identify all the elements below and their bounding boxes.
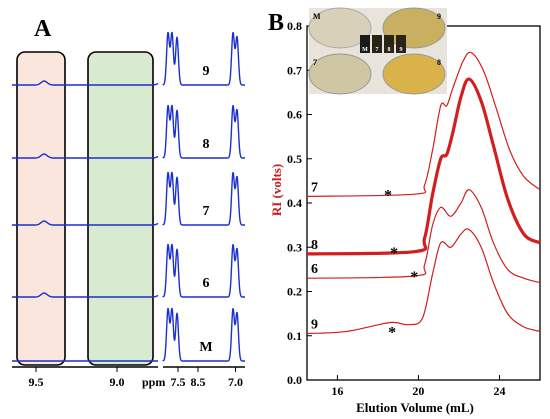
vial-label-9: 9 — [400, 47, 403, 53]
y-tick-label: 0.0 — [287, 373, 302, 387]
vial-m — [360, 35, 370, 53]
gpc-trace-8 — [306, 77, 541, 256]
gpc-stars: * * * * — [384, 187, 418, 341]
vial-label-8: 8 — [388, 47, 391, 53]
photo-label-M: M — [313, 12, 321, 21]
series-star-9: * — [388, 325, 396, 342]
series-star-8: * — [390, 245, 398, 262]
x-tick-label: 16 — [331, 384, 343, 398]
nmr-right-trace-M — [162, 307, 245, 362]
spectrum-label-8: 8 — [203, 137, 210, 152]
dish-m — [308, 7, 372, 49]
panel-a-ticks: 9.5 9.0 8.5 7.5 7.0 — [29, 367, 243, 389]
y-tick-label: 0.2 — [287, 285, 302, 299]
gpc-axes: 0.0 0.1 0.2 0.3 0.4 0.5 0.6 0.7 0.8 16 20 24 — [287, 19, 505, 398]
series-label-9: 9 — [311, 318, 318, 333]
photo-labels: M 9 7 8 M 7 8 9 — [313, 12, 441, 67]
photo-label-9: 9 — [437, 12, 441, 21]
gpc-trace-9 — [306, 228, 541, 335]
spectrum-label-7: 7 — [203, 204, 210, 219]
y-tick-label: 0.6 — [287, 108, 302, 122]
photo-label-7: 7 — [313, 58, 317, 67]
nmr-right-trace-6 — [162, 243, 245, 298]
series-star-6: * — [410, 269, 418, 286]
y-tick-label: 0.5 — [287, 152, 302, 166]
x-axis-label: Elution Volume (mL) — [356, 400, 474, 415]
nmr-spectrum-labels: 9 8 7 6 M — [199, 64, 212, 355]
series-star-7: * — [384, 187, 392, 204]
dish-7 — [308, 53, 372, 95]
nmr-right-trace-7 — [162, 171, 245, 226]
nmr-right-spectra — [162, 31, 245, 362]
y-tick-label: 0.8 — [287, 19, 302, 33]
tick-label-left: 8.5 — [191, 375, 206, 389]
panel-a: A 9 8 7 6 M 9.5 9.0 8.5 7.5 7.0 ppm — [12, 16, 245, 389]
inset-photo: M 9 7 8 M 7 8 9 — [308, 7, 447, 95]
vial-7 — [372, 35, 382, 53]
series-label-6: 6 — [311, 262, 318, 277]
nmr-right-trace-8 — [162, 104, 245, 159]
dish-8 — [382, 53, 446, 95]
tick-label-right: 7.0 — [228, 375, 243, 389]
nmr-left-spectra — [12, 80, 159, 362]
spectrum-label-6: 6 — [203, 276, 210, 291]
vial-9 — [396, 35, 406, 53]
gpc-series — [306, 51, 541, 335]
series-label-7: 7 — [311, 180, 318, 195]
x-tick-label: 24 — [493, 384, 505, 398]
ppm-unit-label: ppm — [142, 375, 165, 389]
vial-label-M: M — [362, 47, 368, 53]
tick-label-right: 7.5 — [171, 375, 186, 389]
y-tick-label: 0.4 — [287, 196, 302, 210]
y-tick-label: 0.1 — [287, 329, 302, 343]
x-tick-label: 20 — [412, 384, 424, 398]
vial-label-7: 7 — [376, 47, 379, 53]
y-tick-label: 0.3 — [287, 240, 302, 254]
y-axis-label: RI (volts) — [269, 164, 284, 216]
tick-label-left: 9.5 — [29, 375, 44, 389]
nmr-left-trace-7 — [12, 220, 159, 226]
panel-b: B 0.0 0.1 0.2 0.3 0.4 0.5 0.6 0.7 0.8 16 20 24 M 9 7 8… — [268, 7, 541, 415]
series-label-8: 8 — [311, 238, 318, 253]
nmr-left-trace-9 — [12, 80, 159, 86]
panel-b-label: B — [268, 10, 284, 36]
gpc-trace-6 — [306, 189, 541, 284]
gpc-trace-7 — [306, 51, 541, 197]
spectrum-label-M: M — [199, 340, 212, 355]
nmr-right-trace-9 — [162, 31, 245, 86]
spectrum-label-9: 9 — [203, 64, 210, 79]
panel-a-label: A — [34, 16, 52, 42]
photo-label-8: 8 — [437, 58, 441, 67]
gpc-series-labels: 7 8 6 9 — [311, 180, 318, 332]
vial-8 — [384, 35, 394, 53]
tick-label-left: 9.0 — [110, 375, 125, 389]
y-tick-label: 0.7 — [287, 63, 302, 77]
nmr-left-trace-8 — [12, 153, 159, 159]
peach-highlight-region — [16, 51, 66, 366]
nmr-left-trace-6 — [12, 292, 159, 298]
green-highlight-region — [87, 51, 154, 366]
